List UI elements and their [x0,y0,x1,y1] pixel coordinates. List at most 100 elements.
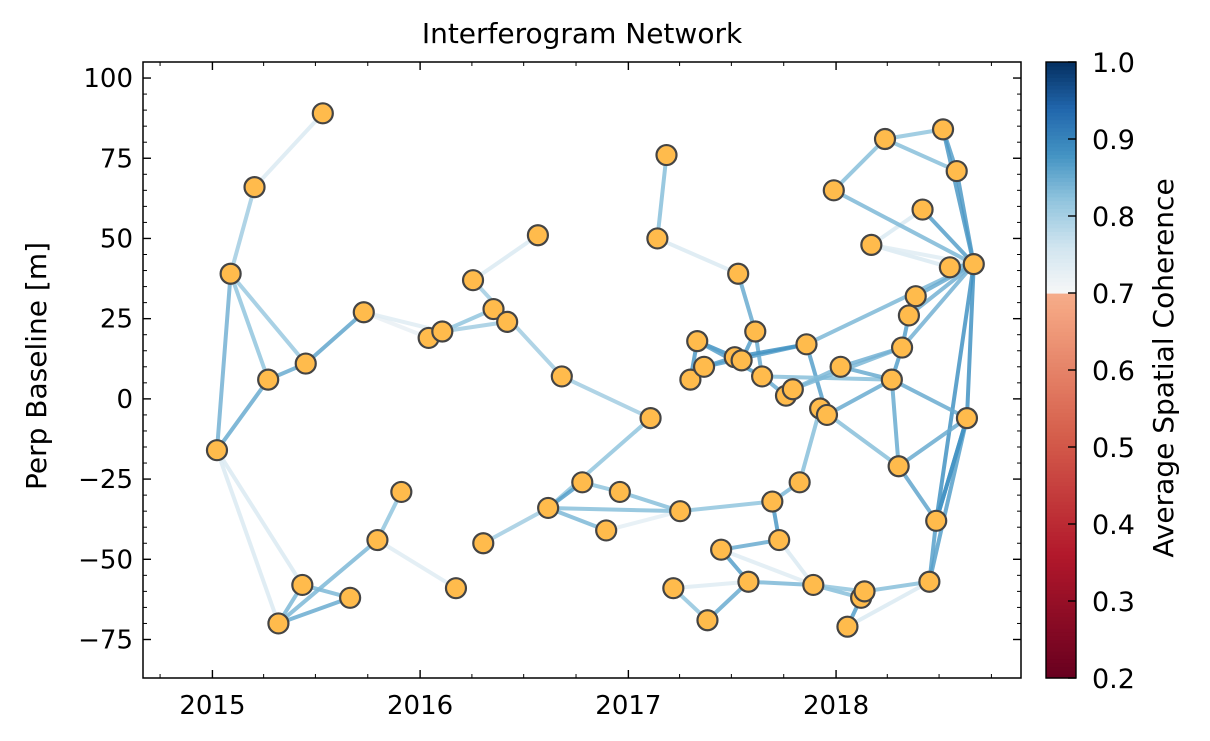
colorbar-swatch [1046,601,1076,606]
x-axis-ticks: 2015 2016 2017 2018 [159,62,992,721]
pair-edge-AA-AK [655,236,741,276]
colorbar-swatch [1046,65,1076,71]
acquisition-point-AV [802,573,825,597]
colorbar-swatch [1046,296,1076,302]
acquisition-point-I [339,586,362,609]
pair-edges [214,111,976,629]
colorbar-swatch [1046,373,1076,379]
acquisition-point-BE [873,127,897,151]
acquisition-point-AZ [829,355,852,378]
colorbar-swatch [1046,119,1076,125]
colorbar-swatch [1046,566,1076,571]
pair-edge-K-O [375,538,458,591]
colorbar: 0.2 0.3 0.4 0.5 0.6 0.7 0.8 0.9 1.0 [1045,48,1135,695]
acquisition-point-AN [744,320,767,343]
colorbar-swatch [1046,135,1076,140]
acquisition-point-BQ [955,407,979,430]
colorbar-swatch [1046,219,1076,225]
colorbar-swatch [1046,231,1076,236]
acquisition-point-F [291,573,314,597]
pair-edge-U-AD [546,505,683,514]
colorbar-swatch [1046,200,1076,206]
colorbar-swatch [1046,273,1076,279]
colorbar-swatch [1046,635,1076,641]
colorbar-swatch [1046,112,1076,117]
colorbar-swatch [1046,473,1076,479]
acquisition-point-U [537,496,560,520]
colorbar-swatch [1046,250,1076,256]
acquisition-point-P [461,269,485,292]
acquisition-point-BD [860,233,883,256]
pair-edge-BP-BR [954,169,976,267]
pair-edge-BG-BF [889,377,901,469]
colorbar-swatch [1046,139,1076,144]
colorbar-swatch [1046,443,1076,448]
colorbar-swatch [1046,458,1076,463]
colorbar-tick-label: 0.5 [1092,433,1135,464]
colorbar-swatch [1046,281,1076,286]
acquisition-point-Z [639,407,662,430]
colorbar-swatch [1046,654,1076,660]
acquisition-point-BL [918,570,941,593]
colorbar-tick-label: 1.0 [1092,48,1135,79]
acquisition-point-T [526,224,550,247]
colorbar-swatch [1046,108,1076,113]
colorbar-swatch [1046,343,1076,348]
colorbar-swatch [1046,612,1076,617]
acquisition-point-AU [795,333,818,356]
colorbar-swatch [1046,319,1076,325]
colorbar-swatch [1046,104,1076,109]
colorbar-swatch [1046,81,1076,86]
colorbar-swatch [1046,554,1076,560]
colorbar-swatch [1046,674,1076,679]
y-tick-label: −25 [78,465,133,495]
colorbar-swatch [1046,239,1076,244]
acquisition-point-AM [737,570,760,593]
colorbar-swatch [1046,208,1076,213]
colorbar-swatch [1046,92,1076,98]
acquisition-point-BC [853,580,876,603]
colorbar-swatch [1046,189,1076,194]
pair-edge-AT-AW [797,406,823,485]
acquisition-point-BF [880,368,903,391]
pair-edge-AY-BR [831,188,976,267]
colorbar-swatch [1046,158,1076,163]
acquisition-point-BK [911,198,934,221]
colorbar-tick-label: 0.8 [1092,202,1135,233]
colorbar-swatch [1046,462,1076,467]
pair-edge-BE-BP [883,137,959,174]
y-tick-label: 100 [83,64,133,94]
colorbar-swatch [1046,131,1076,136]
colorbar-swatch [1046,246,1076,252]
pair-edge-BA-BL [845,579,932,629]
acquisition-point-O [444,577,468,600]
colorbar-swatch [1046,381,1076,386]
acquisition-point-AK [727,262,750,285]
colorbar-swatch [1046,142,1076,148]
colorbar-swatch [1046,558,1076,564]
acquisition-point-R [482,297,505,321]
acquisition-point-G [294,352,317,375]
pair-edge-E-I [276,595,353,626]
colorbar-swatch [1046,396,1076,402]
colorbar-swatch [1046,658,1076,664]
colorbar-swatch [1046,543,1076,548]
colorbar-swatch [1046,466,1076,471]
acquisition-point-AC [662,577,685,600]
acquisition-point-AD [669,500,692,523]
colorbar-swatch [1046,408,1076,413]
colorbar-swatch [1046,581,1076,587]
x-tick-label: 2016 [387,691,453,721]
colorbar-swatch [1046,416,1076,421]
colorbar-swatch [1046,570,1076,575]
colorbar-swatch [1046,335,1076,340]
colorbar-swatch [1046,508,1076,514]
acquisition-point-J [352,301,375,324]
colorbar-swatch [1046,427,1076,433]
colorbar-swatch [1046,435,1076,440]
pair-edge-X-AD [604,509,683,533]
pair-edge-AX-BF [824,377,894,417]
colorbar-swatch [1046,404,1076,410]
colorbar-swatch [1046,535,1076,540]
colorbar-swatch [1046,123,1076,129]
